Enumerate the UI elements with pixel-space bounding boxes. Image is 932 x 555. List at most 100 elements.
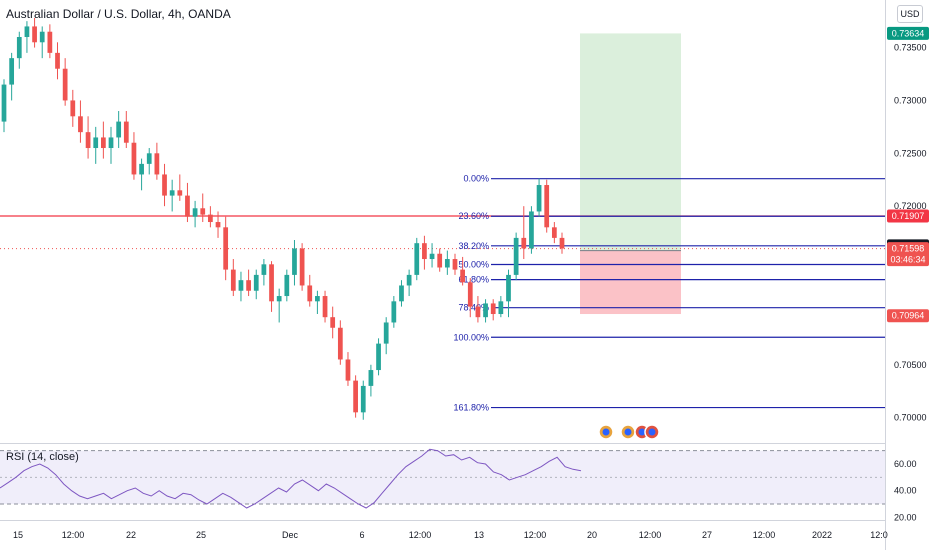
economic-event-flag-icon (648, 428, 656, 436)
price-tag (887, 209, 929, 223)
rsi-label: RSI (14, close) (6, 451, 79, 463)
candle-body (452, 259, 458, 270)
candle-body (139, 163, 144, 175)
time-axis-tick: 22 (126, 530, 136, 540)
price-tag-label: 0.73634 (892, 28, 925, 38)
candle-body (55, 52, 60, 69)
rsi-axis-tick: 20.00 (894, 512, 917, 522)
candle-body (169, 190, 175, 196)
economic-event-flag-icon (602, 428, 610, 436)
candle-body (399, 285, 404, 302)
candle-body (16, 37, 22, 59)
rsi-axis-tick: 60.00 (894, 459, 917, 469)
fib-level-label: 38.20% (458, 241, 489, 251)
fib-level-label: 50.00% (458, 260, 489, 270)
candle-body (330, 317, 336, 328)
candle-body (498, 301, 504, 315)
fib-level-label: 78.40% (458, 303, 489, 313)
candle-body (215, 222, 221, 228)
time-axis-tick: 12:00 (524, 530, 547, 540)
price-tag-label: 0.70964 (892, 311, 925, 321)
price-tag (887, 26, 929, 40)
candle-body (123, 121, 129, 143)
candle-body (307, 285, 313, 302)
chart-title: Australian Dollar / U.S. Dollar, 4h, OAN… (6, 7, 231, 21)
candle-body (483, 303, 488, 318)
candle-body (185, 195, 190, 217)
stop-zone (580, 250, 681, 315)
rsi-line (0, 448, 582, 509)
candle-body (467, 282, 473, 307)
fib-level-label: 161.80% (453, 403, 489, 413)
candle-body (78, 116, 83, 133)
candle-body (276, 296, 282, 302)
time-axis-tick: 12:0 (870, 530, 888, 540)
candle-body (39, 31, 45, 43)
candle-body (131, 142, 137, 175)
fib-level-label: 61.80% (458, 275, 489, 285)
candle-body (444, 259, 450, 268)
candle-body (200, 208, 206, 215)
candle-body (1, 84, 7, 122)
candle-body (24, 26, 30, 38)
time-axis-tick: Dec (282, 530, 299, 540)
candle-body (208, 214, 213, 223)
candle-body (437, 253, 443, 268)
candle-body (422, 243, 427, 260)
price-tag (887, 242, 929, 267)
candle-body (192, 208, 198, 217)
candle-body (337, 327, 343, 360)
candle-body (544, 185, 550, 228)
candle-body (230, 269, 236, 291)
time-axis-tick: 20 (587, 530, 597, 540)
time-axis-tick: 12:00 (753, 530, 776, 540)
candle-body (261, 264, 267, 275)
time-axis-tick: 12:00 (62, 530, 85, 540)
currency-button[interactable]: USD (897, 5, 923, 23)
candle-body (154, 153, 160, 175)
rsi-axis-tick: 40.00 (894, 486, 917, 496)
candle-body (47, 31, 53, 53)
candle-body (429, 253, 435, 260)
candle-body (360, 385, 366, 413)
target-zone (580, 33, 681, 251)
candle-body (506, 274, 511, 302)
economic-event-flag-icon (638, 428, 646, 436)
candle-body (9, 58, 15, 85)
candle-body (536, 185, 542, 212)
candle-body (490, 303, 496, 315)
candle-body (559, 237, 565, 249)
time-axis-tick: 2022 (812, 530, 832, 540)
candle-body (521, 237, 527, 249)
economic-event-flag-icon (624, 428, 632, 436)
candle-body (345, 359, 351, 381)
candle-body (322, 296, 328, 318)
candle-body (269, 264, 274, 302)
price-axis-tick: 0.72000 (894, 201, 927, 211)
fib-level-label: 23.60% (458, 211, 489, 221)
fib-level-label: 0.00% (463, 174, 489, 184)
candle-body (406, 274, 412, 286)
time-axis-tick: 12:00 (639, 530, 662, 540)
candle-body (101, 137, 106, 149)
candle-body (513, 237, 519, 275)
candle-body (353, 380, 358, 413)
candle-body (70, 100, 76, 117)
price-tag-label: 0.71598 (892, 244, 925, 254)
candle-body (391, 301, 397, 323)
price-axis-tick: 0.72500 (894, 148, 927, 158)
candle-body (177, 190, 183, 196)
candle-body (292, 248, 297, 275)
price-axis-tick: 0.73500 (894, 43, 927, 53)
time-axis-tick: 6 (359, 530, 364, 540)
candle-body (146, 153, 152, 164)
price-tag (887, 309, 929, 323)
time-axis-tick: 25 (196, 530, 206, 540)
candle-body (315, 296, 320, 302)
price-axis-tick: 0.70500 (894, 360, 927, 370)
candle-body (223, 227, 229, 270)
candle-body (108, 137, 114, 149)
candle-body (85, 132, 91, 149)
